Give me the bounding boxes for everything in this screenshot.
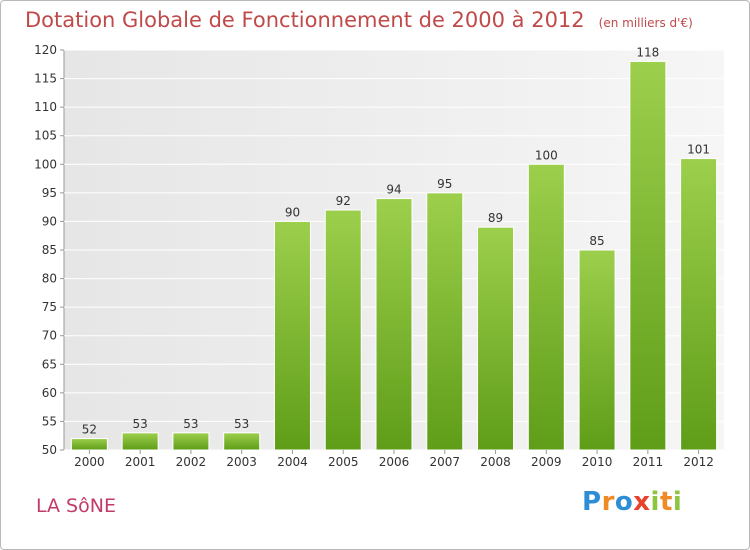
x-tick-label: 2012: [683, 455, 714, 469]
bar: [324, 209, 362, 451]
x-tick-label: 2003: [226, 455, 257, 469]
y-tick-label: 120: [34, 43, 57, 57]
x-tick-label: 2005: [328, 455, 359, 469]
y-tick-label: 60: [42, 386, 57, 400]
bar-value-label: 52: [82, 423, 97, 437]
bar: [477, 226, 515, 451]
bar-value-label: 101: [687, 143, 710, 157]
y-tick-label: 80: [42, 272, 57, 286]
bar-value-label: 92: [336, 194, 351, 208]
x-tick-label: 2001: [125, 455, 156, 469]
bar-value-label: 95: [437, 177, 452, 191]
y-tick-label: 90: [42, 214, 57, 228]
x-tick-label: 2011: [633, 455, 664, 469]
y-tick-label: 110: [34, 100, 57, 114]
chart-title: Dotation Globale de Fonctionnement de 20…: [25, 8, 693, 32]
bar-value-label: 94: [386, 183, 401, 197]
bar: [680, 158, 718, 451]
proxiti-logo: Proxiti: [582, 487, 683, 517]
y-tick-label: 85: [42, 243, 57, 257]
chart-title-text: Dotation Globale de Fonctionnement de 20…: [25, 8, 585, 32]
bar-value-label: 53: [183, 417, 198, 431]
y-tick-label: 50: [42, 443, 57, 457]
y-tick-label: 55: [42, 414, 57, 428]
bar-value-label: 53: [234, 417, 249, 431]
chart-unit: (en milliers d'€): [598, 16, 693, 30]
x-tick-label: 2004: [277, 455, 308, 469]
bar: [273, 220, 311, 451]
bar-value-label: 118: [636, 45, 659, 59]
bar: [527, 163, 565, 451]
bar: [426, 192, 464, 451]
bar: [70, 438, 108, 451]
bar: [121, 432, 159, 451]
commune-name: LA SôNE: [36, 495, 116, 517]
y-tick-label: 100: [34, 157, 57, 171]
bar-value-label: 85: [589, 234, 604, 248]
x-tick-label: 2010: [582, 455, 613, 469]
y-tick-label: 75: [42, 300, 57, 314]
y-tick-label: 115: [34, 72, 57, 86]
y-tick-label: 65: [42, 357, 57, 371]
bar-value-label: 100: [535, 148, 558, 162]
bar-value-label: 89: [488, 211, 503, 225]
bar: [223, 432, 261, 451]
bar: [578, 249, 616, 451]
x-tick-label: 2008: [480, 455, 511, 469]
x-tick-label: 2002: [176, 455, 207, 469]
x-tick-label: 2000: [74, 455, 105, 469]
bar: [172, 432, 210, 451]
x-tick-label: 2009: [531, 455, 562, 469]
bar: [629, 60, 667, 451]
y-tick-label: 105: [34, 129, 57, 143]
x-tick-label: 2006: [379, 455, 410, 469]
x-tick-label: 2007: [429, 455, 460, 469]
bar: [375, 198, 413, 451]
y-tick-label: 70: [42, 329, 57, 343]
bar-value-label: 90: [285, 205, 300, 219]
y-tick-label: 95: [42, 186, 57, 200]
bar-value-label: 53: [133, 417, 148, 431]
